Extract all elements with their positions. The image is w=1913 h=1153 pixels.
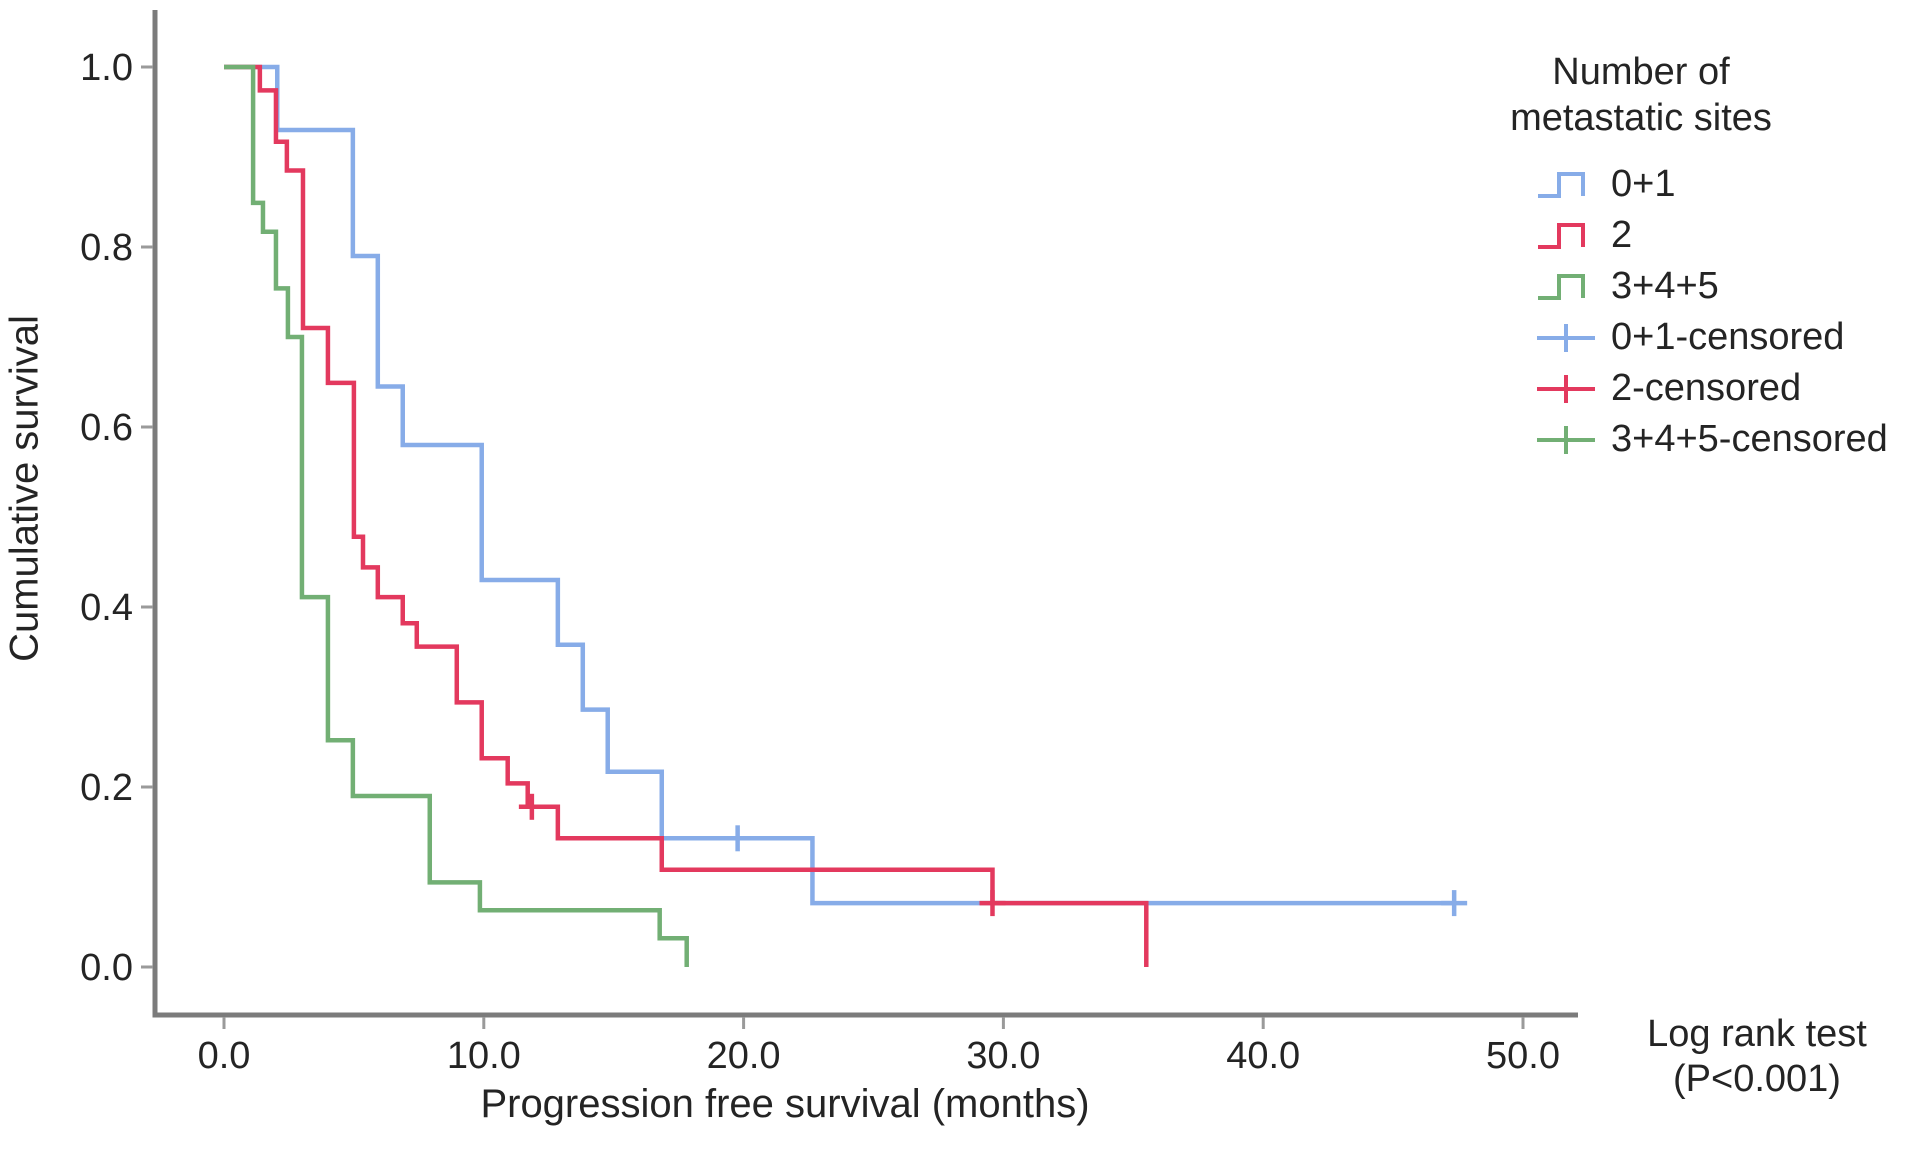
legend-item-0+1: 0+1 [1535, 159, 1913, 210]
legend-censored-plus-icon [1537, 323, 1595, 352]
legend-item-3+4+5-censored: 3+4+5-censored [1535, 414, 1913, 465]
y-tick-label: 0.8 [80, 227, 133, 269]
log-rank-test-label: Log rank test [1647, 1013, 1867, 1055]
legend-item-label: 3+4+5 [1611, 265, 1719, 308]
legend-item-0+1-censored: 0+1-censored [1535, 312, 1913, 363]
legend-item-label: 2 [1611, 214, 1633, 257]
series-line-3+4+5 [224, 64, 689, 967]
legend-item-2: 2 [1535, 210, 1913, 261]
y-axis-label: Cumulative survival [2, 315, 47, 662]
x-tick-label: 10.0 [447, 1035, 521, 1077]
legend-step-icon [1538, 222, 1585, 249]
legend-title: Number of metastatic sites [1510, 51, 1772, 139]
x-axis-label: Progression free survival (months) [480, 1082, 1090, 1126]
y-tick-label: 0.2 [80, 767, 133, 809]
x-tick-label: 20.0 [707, 1035, 781, 1077]
legend-entries: 0+1 2 3+4+5 0+1-censored 2-censored 3+4+5-cen… [1500, 159, 1913, 465]
legend-item-label: 0+1 [1611, 163, 1676, 206]
legend-item-label: 0+1-censored [1611, 316, 1845, 359]
y-tick-label: 0.0 [80, 947, 133, 989]
legend-step-icon [1538, 273, 1585, 300]
legend-item-2-censored: 2-censored [1535, 363, 1913, 414]
series-line-0+1 [224, 64, 1455, 906]
x-tick-label: 40.0 [1226, 1035, 1300, 1077]
log-rank-annotation: Log rank test (P<0.001) [1617, 1012, 1897, 1102]
legend-item-3+4+5: 3+4+5 [1535, 261, 1913, 312]
legend-item-label: 2-censored [1611, 367, 1802, 410]
legend-censored-plus-icon [1537, 425, 1595, 454]
x-tick-label: 50.0 [1486, 1035, 1560, 1077]
y-tick-label: 0.4 [80, 587, 133, 629]
x-tick-label: 0.0 [198, 1035, 251, 1077]
y-tick-label: 1.0 [80, 47, 133, 89]
x-tick-label: 30.0 [966, 1035, 1040, 1077]
series-line-2 [224, 64, 1149, 967]
log-rank-p-value: (P<0.001) [1673, 1057, 1841, 1100]
legend-censored-plus-icon [1537, 374, 1595, 403]
legend-step-icon [1538, 171, 1585, 198]
legend-item-label: 3+4+5-censored [1611, 418, 1888, 461]
y-tick-label: 0.6 [80, 407, 133, 449]
legend: Number of metastatic sites 0+1 2 3+4+5 0+1-… [1500, 50, 1913, 465]
